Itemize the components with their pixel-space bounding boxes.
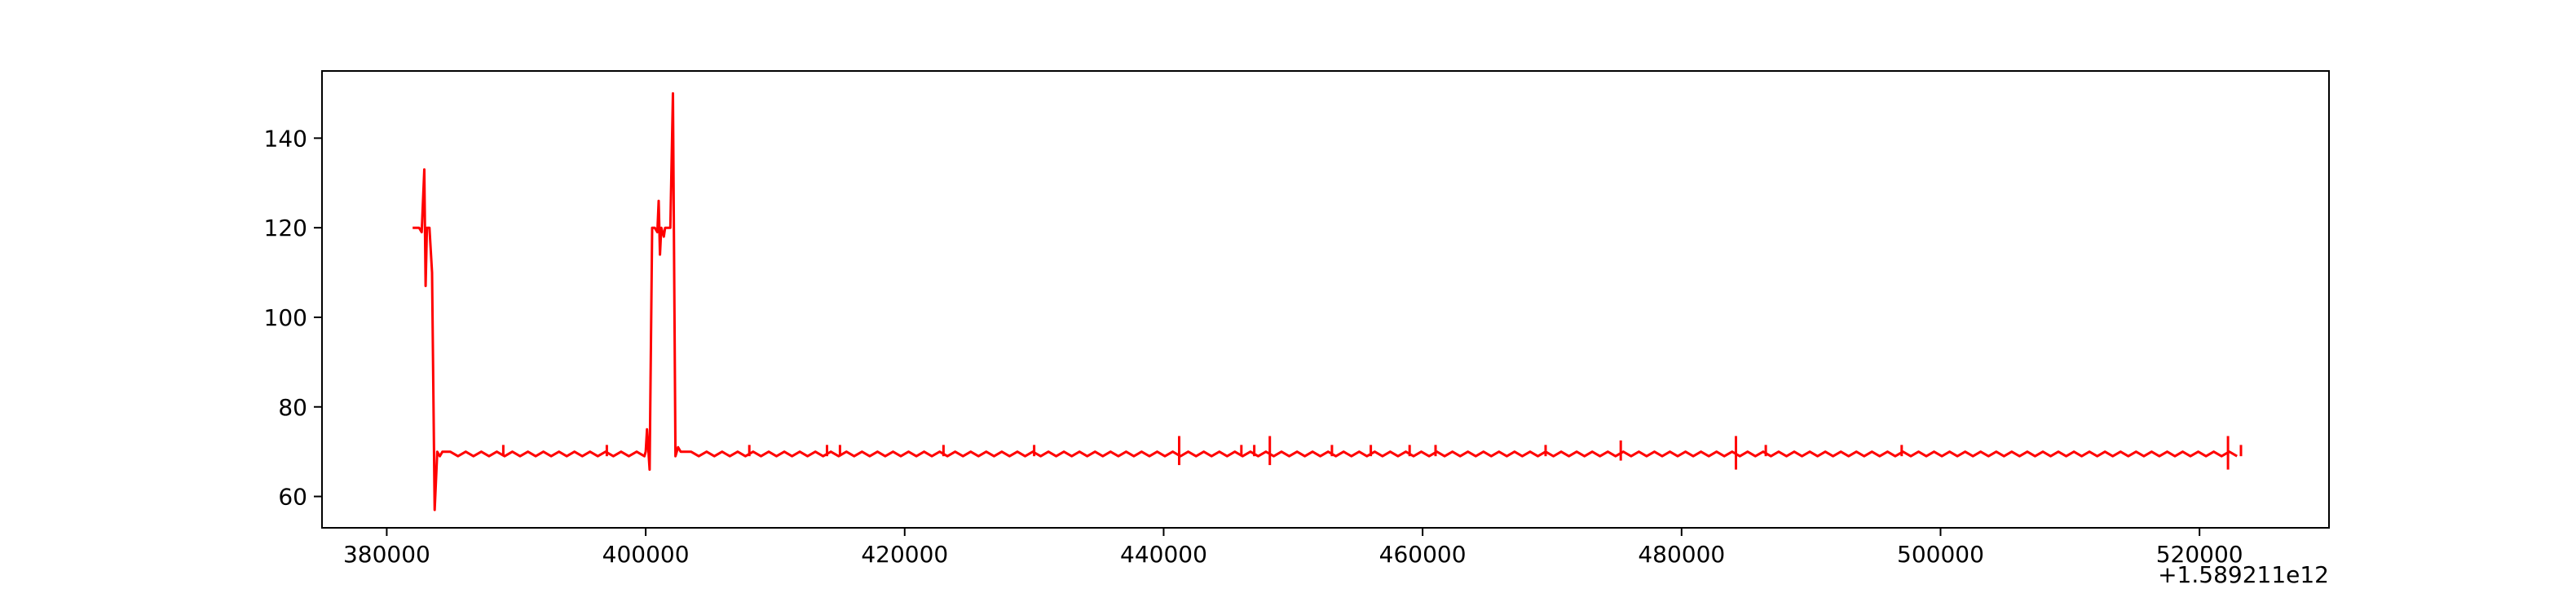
x-axis: 380000 400000 420000 440000 460000 480000 5000… [343,528,2243,568]
y-tick-label: 120 [264,215,307,241]
x-tick-label: 440000 [1120,541,1207,568]
x-tick-label: 460000 [1379,541,1467,568]
x-tick-label: 420000 [861,541,948,568]
plot-area [412,92,2243,512]
y-axis: 60 80 100 120 140 [264,125,322,511]
x-tick-label: 480000 [1638,541,1725,568]
x-tick-label: 400000 [602,541,690,568]
y-tick-label: 80 [278,394,307,421]
series-line [412,92,2238,512]
y-tick-label: 140 [264,125,307,152]
y-tick-label: 100 [264,304,307,331]
x-tick-label: 500000 [1897,541,1984,568]
x-axis-offset-label: +1.589211e12 [2158,561,2329,588]
x-tick-label: 520000 [2156,541,2243,568]
x-tick-label: 380000 [343,541,430,568]
y-tick-label: 60 [278,484,307,511]
axes-frame [321,70,2330,529]
